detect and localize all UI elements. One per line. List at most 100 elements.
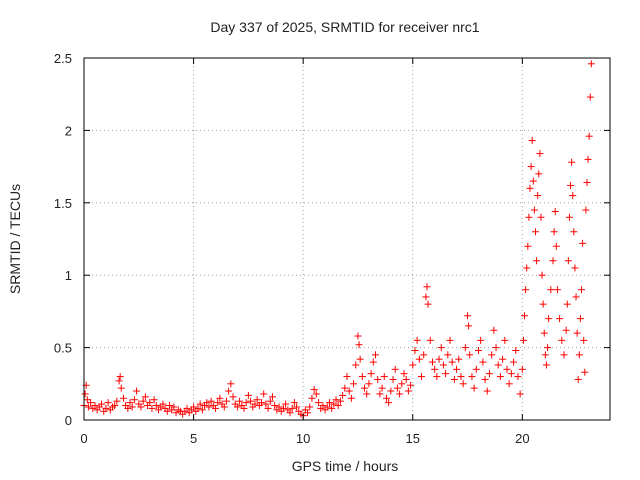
data-point: [102, 404, 110, 412]
data-point: [336, 397, 344, 405]
data-point: [575, 351, 583, 359]
data-point: [312, 390, 320, 398]
x-tick-label: 10: [296, 431, 310, 446]
data-point: [537, 213, 545, 221]
y-tick-label: 1.5: [54, 196, 72, 211]
data-point: [117, 384, 125, 392]
data-point: [457, 373, 465, 381]
data-point: [148, 404, 156, 412]
data-point: [553, 286, 561, 294]
grid-lines: [84, 58, 610, 420]
data-point: [453, 365, 461, 373]
data-point: [550, 228, 558, 236]
y-tick-label: 2.5: [54, 51, 72, 66]
data-point: [286, 409, 294, 417]
data-point: [540, 329, 548, 337]
data-point: [194, 404, 202, 412]
data-point: [251, 400, 259, 408]
data-point: [413, 336, 421, 344]
x-tick-labels: 0 5 10 15 20: [80, 431, 529, 446]
data-point: [363, 390, 371, 398]
data-point: [141, 393, 149, 401]
data-point: [483, 387, 491, 395]
data-point: [310, 386, 318, 394]
data-point: [214, 399, 222, 407]
data-point: [165, 402, 173, 410]
data-point: [415, 355, 423, 363]
x-tick-label: 0: [80, 431, 87, 446]
data-point: [376, 390, 384, 398]
data-point: [505, 380, 513, 388]
data-point: [475, 346, 482, 354]
data-point: [264, 404, 272, 412]
data-point: [444, 351, 452, 359]
data-point: [522, 286, 530, 294]
data-point: [499, 355, 507, 363]
data-point: [418, 373, 426, 381]
data-point: [568, 158, 576, 166]
data-point: [288, 404, 296, 412]
data-point: [242, 399, 250, 407]
data-point: [146, 399, 154, 407]
data-point: [275, 403, 283, 411]
data-point: [404, 387, 412, 395]
data-point: [547, 286, 555, 294]
data-point: [542, 361, 550, 369]
data-point: [374, 375, 382, 383]
data-point: [124, 404, 132, 412]
data-point: [424, 300, 432, 308]
data-point: [163, 407, 171, 415]
data-point: [279, 404, 287, 412]
data-point: [459, 380, 467, 388]
data-point: [539, 300, 547, 308]
data-point: [461, 344, 469, 352]
data-point: [439, 361, 447, 369]
data-point: [544, 344, 552, 352]
data-point: [422, 293, 430, 301]
x-tick-label: 5: [190, 431, 197, 446]
data-point: [229, 393, 237, 401]
data-point: [470, 384, 478, 392]
data-point: [402, 375, 410, 383]
data-point: [531, 228, 539, 236]
data-point: [396, 390, 404, 398]
data-point: [580, 336, 588, 344]
data-point: [572, 293, 580, 301]
data-point: [244, 391, 252, 399]
x-tick-label: 15: [406, 431, 420, 446]
data-point: [393, 384, 401, 392]
data-point: [369, 358, 377, 366]
data-point: [435, 355, 443, 363]
data-point: [492, 344, 500, 352]
data-point: [212, 404, 219, 412]
data-point: [501, 336, 509, 344]
data-point: [437, 344, 445, 352]
data-point: [519, 336, 527, 344]
data-point: [525, 213, 533, 221]
data-point: [152, 402, 160, 410]
data-point: [341, 384, 349, 392]
data-point: [126, 399, 134, 407]
data-point: [315, 399, 323, 407]
data-point: [485, 370, 493, 378]
data-point: [355, 341, 363, 349]
data-point: [526, 184, 534, 192]
data-point: [556, 315, 564, 323]
data-point: [533, 257, 541, 265]
data-point: [236, 397, 244, 405]
data-point: [571, 264, 579, 272]
data-point: [382, 394, 390, 402]
data-point: [258, 399, 266, 407]
data-point: [116, 373, 124, 381]
data-point: [190, 403, 198, 411]
data-point: [455, 355, 463, 363]
x-axis-label: GPS time / hours: [292, 458, 399, 474]
data-point: [91, 402, 99, 410]
data-point: [523, 264, 531, 272]
data-point: [549, 257, 557, 265]
data-point: [490, 326, 498, 334]
data-point: [196, 400, 204, 408]
data-points: [80, 60, 595, 420]
data-point: [260, 390, 268, 398]
